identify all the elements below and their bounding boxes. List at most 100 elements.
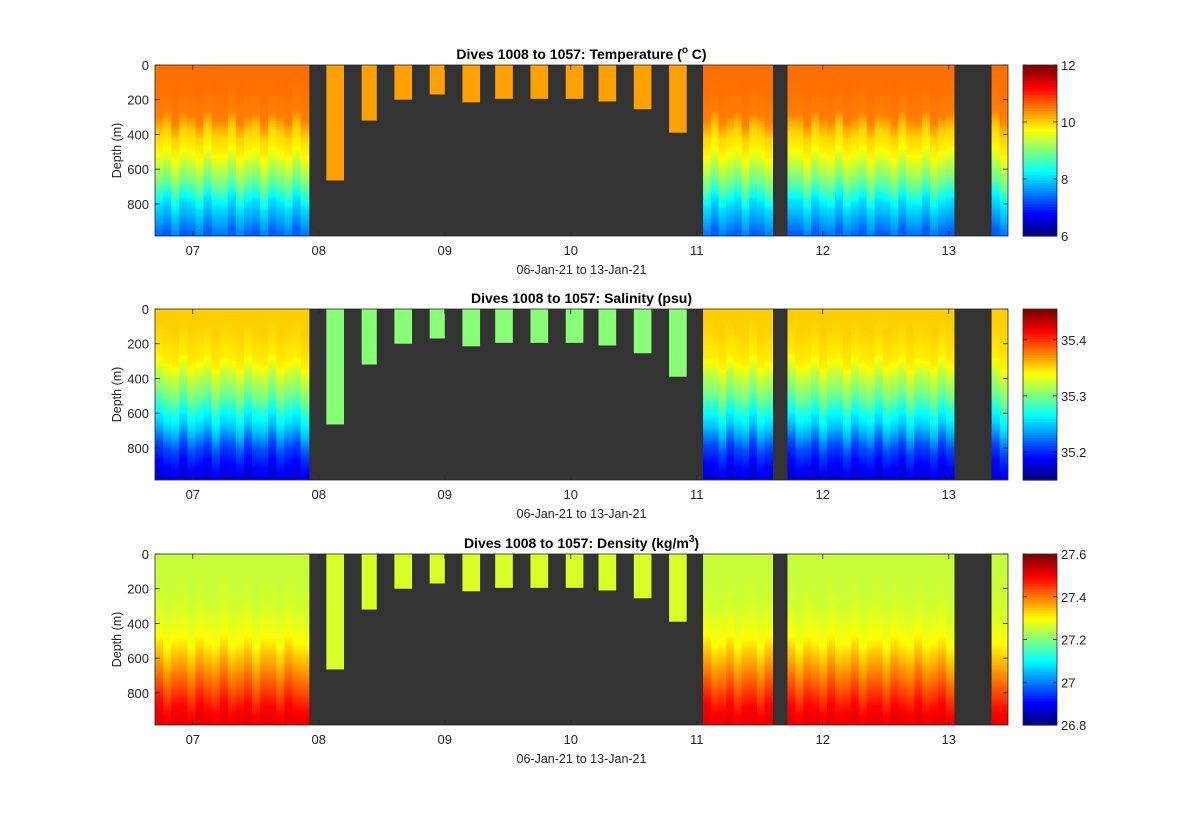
heat-cell bbox=[882, 99, 892, 103]
heat-cell bbox=[803, 136, 812, 139]
heat-cell bbox=[756, 179, 766, 182]
heat-cell bbox=[842, 129, 852, 132]
heat-cell bbox=[260, 205, 269, 208]
heat-cell bbox=[276, 96, 286, 99]
heat-cell bbox=[922, 229, 931, 233]
heat-cell bbox=[211, 212, 221, 215]
heat-cell bbox=[276, 210, 286, 214]
heat-cell bbox=[187, 151, 197, 155]
heat-cell bbox=[211, 221, 221, 224]
heat-cell bbox=[710, 103, 720, 106]
heat-cell bbox=[179, 216, 188, 219]
heat-cell bbox=[187, 146, 197, 149]
heat-cell bbox=[803, 141, 812, 144]
heat-cell bbox=[187, 104, 197, 108]
heat-cell bbox=[300, 110, 310, 113]
heat-cell bbox=[749, 82, 758, 85]
heat-cell bbox=[252, 66, 261, 70]
heat-cell bbox=[819, 82, 828, 85]
heat-cell bbox=[803, 132, 812, 136]
heat-cell bbox=[819, 85, 828, 89]
heat-cell bbox=[842, 207, 852, 210]
heat-cell bbox=[276, 125, 286, 129]
heat-cell bbox=[300, 198, 310, 202]
heat-cell bbox=[749, 212, 758, 215]
heat-cell bbox=[243, 143, 253, 146]
heat-cell bbox=[811, 186, 820, 189]
heat-cell bbox=[260, 130, 269, 134]
heat-cell bbox=[733, 103, 743, 106]
dive-6 bbox=[462, 65, 481, 103]
heat-cell bbox=[858, 77, 868, 80]
heat-cell bbox=[991, 129, 1001, 132]
heat-cell bbox=[163, 209, 172, 212]
heat-cell bbox=[268, 158, 277, 162]
heat-cell bbox=[292, 153, 302, 156]
heat-cell bbox=[203, 217, 213, 221]
heat-cell bbox=[866, 104, 876, 108]
heat-cell bbox=[733, 82, 743, 85]
heat-cell bbox=[898, 207, 907, 210]
heat-cell bbox=[858, 193, 868, 196]
heat-cell bbox=[850, 82, 860, 85]
heat-cell bbox=[284, 132, 294, 136]
heat-cell bbox=[937, 85, 947, 89]
heat-cell bbox=[155, 71, 164, 75]
heat-cell bbox=[260, 73, 269, 77]
heat-cell bbox=[726, 125, 735, 129]
heat-cell bbox=[764, 66, 773, 70]
heat-cell bbox=[252, 77, 261, 80]
heat-cell bbox=[284, 104, 294, 108]
heat-cell bbox=[703, 125, 712, 129]
heat-cell bbox=[756, 144, 766, 148]
heat-cell bbox=[195, 212, 205, 215]
heat-cell bbox=[991, 71, 1001, 75]
heat-cell bbox=[827, 117, 836, 120]
heat-cell bbox=[718, 226, 727, 229]
heat-cell bbox=[922, 202, 931, 205]
heat-cell bbox=[898, 165, 907, 169]
heat-cell bbox=[890, 87, 899, 90]
heat-cell bbox=[890, 221, 899, 224]
heat-cell bbox=[163, 99, 172, 103]
heat-cell bbox=[827, 200, 836, 203]
heat-cell bbox=[260, 104, 269, 108]
heat-cell bbox=[710, 205, 720, 208]
heat-cell bbox=[827, 210, 836, 214]
heat-cell bbox=[882, 70, 892, 73]
heat-cell bbox=[874, 91, 884, 94]
heat-cell bbox=[741, 181, 750, 184]
heat-cell bbox=[252, 188, 261, 191]
heat-cell bbox=[227, 193, 237, 196]
heat-cell bbox=[756, 183, 766, 186]
heat-cell bbox=[874, 169, 884, 172]
heat-cell bbox=[260, 137, 269, 141]
heat-cell bbox=[276, 202, 286, 205]
heat-cell bbox=[235, 157, 245, 160]
heat-cell bbox=[252, 120, 261, 123]
heat-cell bbox=[991, 207, 1001, 210]
heat-cell bbox=[300, 162, 310, 165]
heat-cell bbox=[187, 137, 197, 141]
heat-cell bbox=[890, 97, 899, 101]
heat-cell bbox=[890, 99, 899, 103]
heat-cell bbox=[195, 148, 205, 151]
heat-cell bbox=[842, 153, 852, 156]
heat-cell bbox=[795, 130, 804, 134]
heat-cell bbox=[171, 228, 180, 231]
heat-cell bbox=[292, 203, 302, 207]
heat-cell bbox=[827, 216, 836, 219]
heat-cell bbox=[733, 153, 743, 156]
heat-cell bbox=[203, 198, 213, 202]
heat-cell bbox=[718, 158, 727, 162]
heat-cell bbox=[866, 96, 876, 99]
heat-cell bbox=[163, 129, 172, 132]
heat-cell bbox=[756, 103, 766, 106]
heat-cell bbox=[211, 188, 221, 191]
heat-cell bbox=[300, 127, 310, 130]
heat-cell bbox=[292, 78, 302, 82]
heat-cell bbox=[842, 70, 852, 73]
heat-cell bbox=[703, 117, 712, 120]
heat-cell bbox=[235, 203, 245, 207]
heat-cell bbox=[703, 200, 712, 203]
